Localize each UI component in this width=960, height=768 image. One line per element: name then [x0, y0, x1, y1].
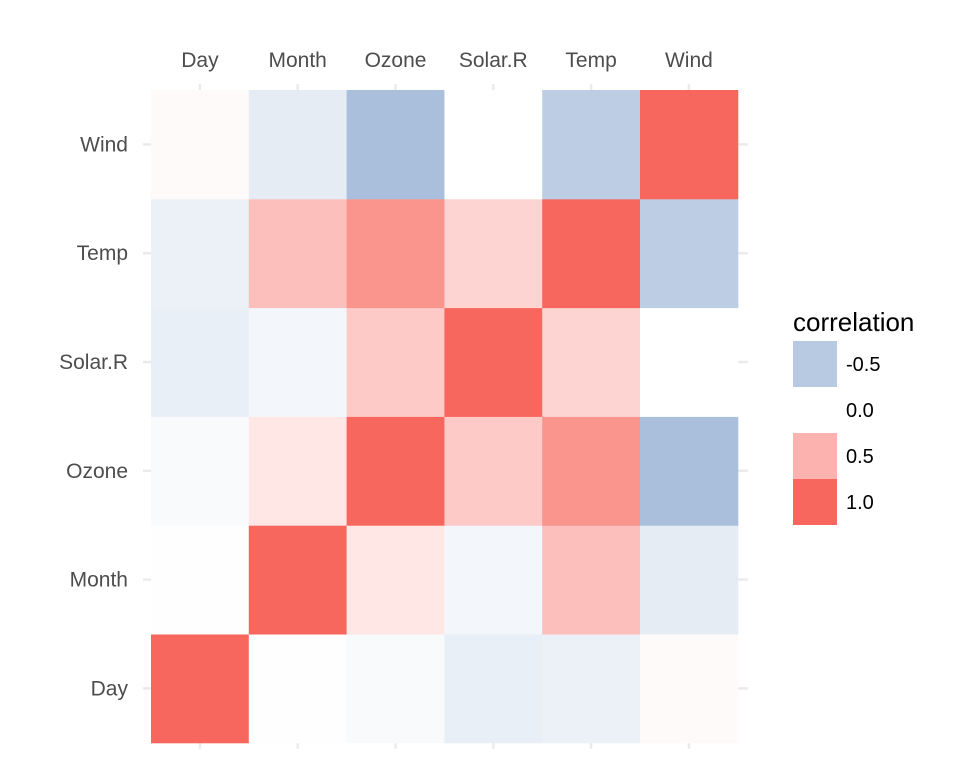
- y-tick-label: Day: [91, 677, 129, 700]
- heatmap-cell-solar-r-month: [248, 307, 348, 417]
- heatmap-cell-temp-ozone: [346, 198, 445, 309]
- heatmap-cell-ozone-day: [151, 416, 250, 526]
- heatmap-cell-temp-solar-r: [444, 198, 543, 309]
- legend-label: 0.5: [846, 446, 874, 468]
- heatmap-cell-ozone-solar-r: [444, 416, 543, 526]
- y-tick-label: Month: [70, 569, 128, 592]
- legend-key: [793, 433, 837, 479]
- heatmap-cell-temp-month: [248, 198, 348, 309]
- y-tick-label: Wind: [80, 133, 128, 156]
- heatmap-cell-temp-temp: [542, 198, 641, 309]
- heatmap-cell-solar-r-day: [151, 307, 250, 417]
- legend-key: [793, 479, 837, 525]
- heatmap-cell-ozone-temp: [542, 416, 641, 526]
- heatmap-cell-ozone-ozone: [346, 416, 445, 526]
- x-tick-label: Wind: [665, 49, 713, 72]
- heatmap-cells: [151, 90, 739, 744]
- heatmap-cell-solar-r-wind: [640, 307, 739, 417]
- legend-title: correlation: [793, 307, 914, 337]
- heatmap-cell-wind-ozone: [346, 90, 445, 200]
- heatmap-cell-month-wind: [640, 525, 739, 635]
- heatmap-cell-day-temp: [542, 634, 641, 744]
- legend-label: 1.0: [846, 492, 874, 514]
- heatmap-cell-ozone-month: [248, 416, 348, 526]
- heatmap-cell-month-day: [151, 525, 250, 635]
- heatmap-cell-wind-day: [151, 90, 250, 200]
- legend-label: 0.0: [846, 400, 874, 422]
- heatmap-cell-wind-wind: [640, 90, 739, 200]
- legend: correlation -0.5 0.0 0.5 1.0: [793, 307, 914, 525]
- heatmap-cell-wind-month: [248, 90, 348, 200]
- heatmap-cell-temp-day: [151, 198, 250, 309]
- heatmap-cell-month-temp: [542, 525, 641, 635]
- x-tick-label: Temp: [565, 49, 616, 72]
- heatmap-cell-solar-r-ozone: [346, 307, 445, 417]
- heatmap-cell-temp-wind: [640, 198, 739, 309]
- legend-key: [793, 387, 837, 433]
- y-tick-label: Temp: [77, 242, 128, 265]
- x-tick-label: Day: [181, 49, 219, 72]
- heatmap-cell-day-solar-r: [444, 634, 543, 744]
- heatmap-cell-day-day: [151, 634, 250, 744]
- heatmap-cell-month-month: [248, 525, 348, 635]
- heatmap-cell-day-month: [248, 634, 348, 744]
- y-tick-label: Ozone: [66, 460, 128, 483]
- legend-label: -0.5: [846, 354, 880, 376]
- heatmap-cell-month-solar-r: [444, 525, 543, 635]
- x-axis-ticks: Day Month Ozone Solar.R Temp Wind: [181, 49, 713, 72]
- x-tick-label: Ozone: [365, 49, 427, 72]
- x-tick-label: Month: [269, 49, 327, 72]
- heatmap-cell-wind-solar-r: [444, 90, 543, 200]
- heatmap-cell-day-wind: [640, 634, 739, 744]
- legend-key: [793, 341, 837, 387]
- x-tick-label: Solar.R: [459, 49, 528, 72]
- y-axis-ticks: Day Month Ozone Solar.R Temp Wind: [59, 133, 128, 700]
- heatmap-cell-wind-temp: [542, 90, 641, 200]
- y-tick-label: Solar.R: [59, 351, 128, 374]
- heatmap-cell-ozone-wind: [640, 416, 739, 526]
- heatmap-cell-day-ozone: [346, 634, 445, 744]
- heatmap-cell-solar-r-temp: [542, 307, 641, 417]
- heatmap-cell-solar-r-solar-r: [444, 307, 543, 417]
- heatmap-cell-month-ozone: [346, 525, 445, 635]
